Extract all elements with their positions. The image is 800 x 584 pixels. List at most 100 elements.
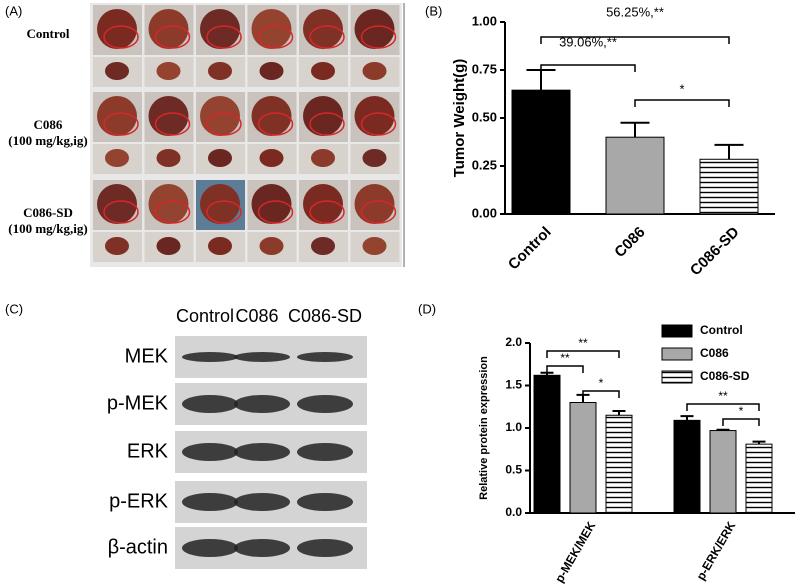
tumor [311,62,335,80]
tumor-circle [154,200,191,224]
annotation: 39.06%,** [559,34,617,49]
liver [97,9,137,49]
tumor [156,149,181,167]
error-bar [612,410,626,416]
liver [354,96,395,136]
annotation: 56.25%,** [606,4,664,19]
liver [97,96,137,136]
tumor [259,237,284,255]
legend-swatch [661,370,693,384]
x-tick-label: p-MEK/MEK [552,519,598,584]
band [234,352,290,362]
annotation: ** [718,389,728,403]
y-tick-label: 0.75 [472,61,497,76]
tumor-circle [360,200,397,224]
y-tick-label: 0.00 [472,205,497,220]
error-bar [714,143,744,160]
significance-bracket [540,36,730,44]
bar [745,443,773,514]
liver [303,9,343,49]
x-tick-label: Control [505,224,555,274]
legend-label: Control [700,323,743,337]
liver [200,9,240,49]
band [182,443,238,461]
liver [251,96,292,136]
y-tick-label: 1.0 [505,420,522,434]
tumor [259,149,284,167]
tumor-circle [103,200,139,224]
liver [200,184,240,224]
tumor-circle [154,25,191,49]
error-bar [620,121,650,138]
tumor-circle [206,25,242,49]
column-label: Control [176,306,234,326]
error-bar [716,428,730,431]
band [297,443,353,461]
band [182,395,238,413]
band [234,539,290,557]
band [182,539,238,557]
bar [511,89,571,215]
tumor [311,149,335,167]
band [182,493,238,511]
column-label: C086-SD [288,306,362,326]
liver [148,96,189,136]
liver [200,96,240,136]
tumor-circle [206,200,242,224]
y-tick-label: 0.25 [472,157,497,172]
tumor [208,149,232,167]
row-label: C086-SD [23,205,73,220]
tumor [105,62,129,80]
x-tick-label: C086 [611,224,648,261]
y-tick-label: 1.00 [472,13,497,28]
x-tick-label: p-ERK/ERK [694,519,739,583]
significance-bracket [686,403,760,411]
annotation: ** [560,351,570,365]
tumor [362,149,387,167]
row-label: MEK [125,345,169,367]
band [182,352,238,362]
bar [699,158,759,215]
liver [251,9,292,49]
row-dose: (100 mg/kg,ig) [8,221,87,236]
liver [97,184,137,224]
legend-label: C086 [700,346,729,360]
panel-label: (D) [418,301,436,316]
annotation: ** [578,336,588,350]
bar [605,136,665,215]
liver [148,184,189,224]
error-bar [526,69,556,91]
bar [709,430,737,514]
annotation: * [599,376,604,390]
tumor-circle [309,112,345,136]
band [234,493,290,511]
legend-label: C086-SD [700,369,750,383]
significance-bracket [546,365,584,373]
bar [569,402,597,514]
significance-bracket [546,350,620,358]
liver [354,9,395,49]
significance-bracket [582,390,620,398]
tumor-circle [309,200,345,224]
tumor-circle [257,200,294,224]
tumor-circle [309,25,345,49]
y-tick-label: 2.0 [505,335,522,349]
panel-label: (A) [5,3,22,18]
row-label: Control [26,26,69,41]
significance-bracket [540,64,636,72]
tumor [362,237,387,255]
tumor [362,62,387,80]
tumor-circle [206,112,242,136]
bar [533,374,561,514]
band [297,395,353,413]
liver [251,184,292,224]
annotation: * [739,404,744,418]
band [297,352,353,362]
tumor [311,237,335,255]
legend-swatch [661,347,693,361]
panel-label: (C) [5,301,23,316]
tumor-circle [257,25,294,49]
row-label: C086 [34,117,63,132]
